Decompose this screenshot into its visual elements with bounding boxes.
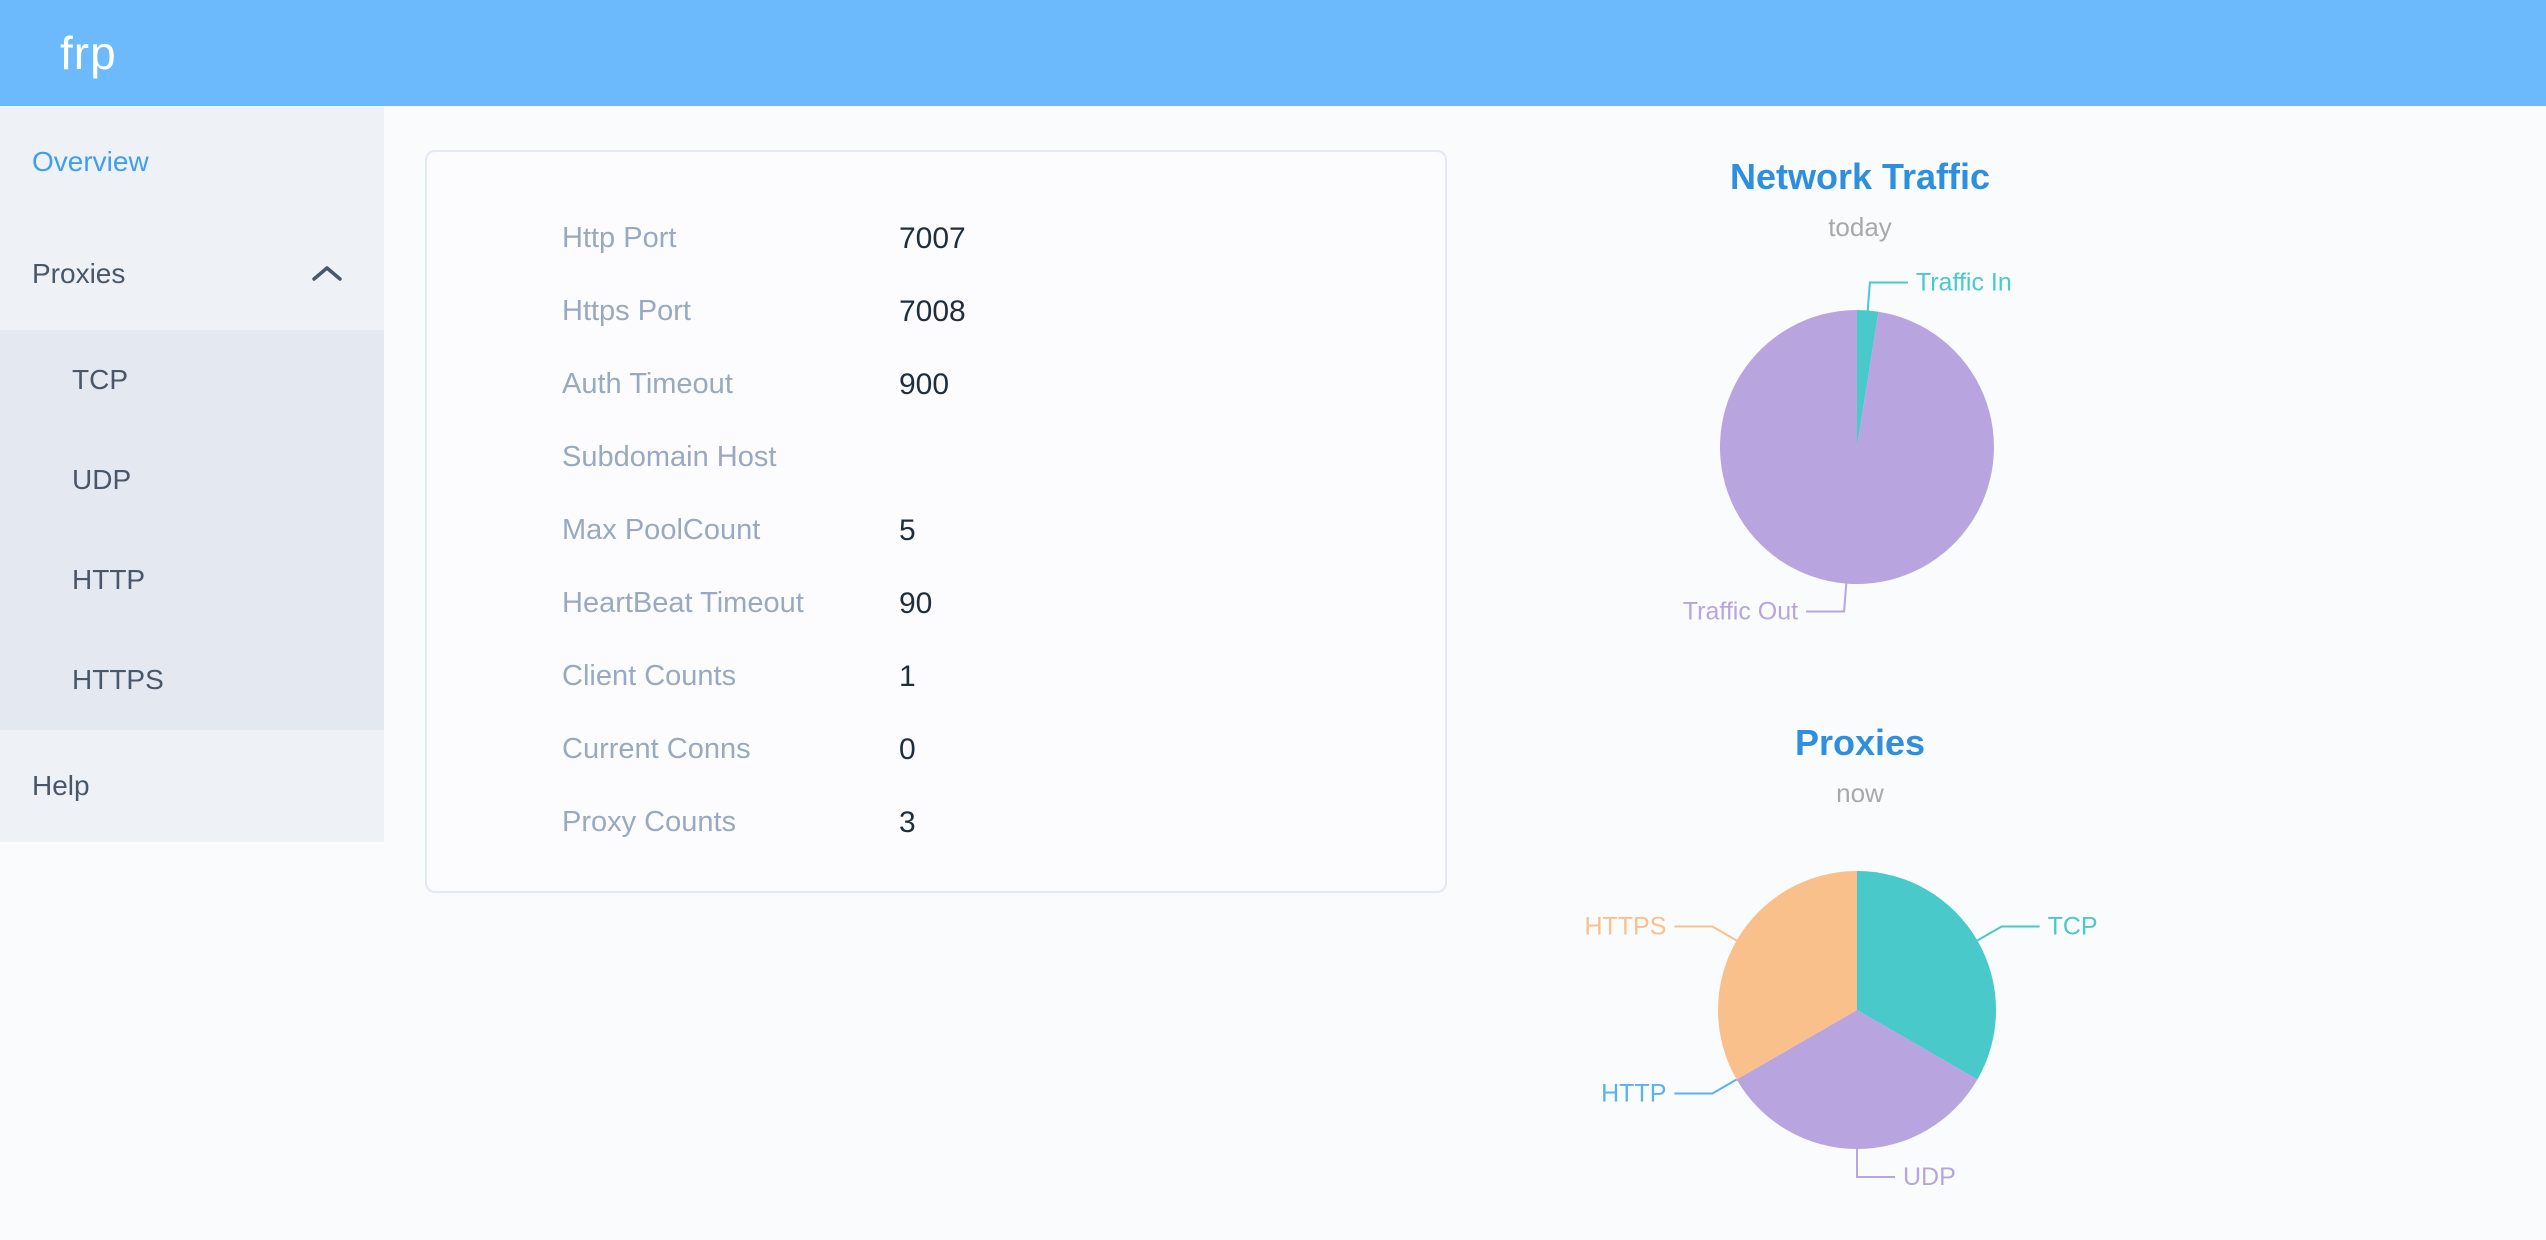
server-info-card: Http Port 7007 Https Port 7008 Auth Time…	[425, 150, 1447, 893]
info-row-auth-timeout: Auth Timeout 900	[562, 348, 1445, 421]
chevron-up-icon	[312, 266, 342, 281]
pie-label-line-http	[1674, 1078, 1738, 1095]
sidebar: Overview Proxies TCP UDP HTTP HTTPS Help	[0, 106, 384, 842]
network-traffic-title: Network Traffic	[1729, 156, 1991, 197]
info-value: 5	[899, 513, 916, 547]
sidebar-item-http[interactable]: HTTP	[72, 564, 146, 595]
info-label: Client Counts	[562, 660, 737, 692]
info-value: 1	[899, 659, 916, 693]
network-traffic-subtitle: today	[1828, 212, 1892, 242]
info-value: 90	[899, 586, 933, 620]
sidebar-item-proxies[interactable]: Proxies	[0, 218, 384, 330]
info-row-heartbeat-timeout: HeartBeat Timeout 90	[562, 567, 1445, 640]
info-row-https-port: Https Port 7008	[562, 275, 1445, 348]
info-value: 900	[899, 367, 950, 401]
sidebar-item-udp[interactable]: UDP	[72, 464, 132, 495]
pie-label-tcp: TCP	[2048, 913, 2098, 941]
info-label: Current Conns	[562, 733, 751, 765]
info-row-proxy-counts: Proxy Counts 3	[562, 786, 1445, 859]
pie-label-https: HTTPS	[1584, 913, 1666, 941]
pie-slice-traffic-out[interactable]	[1719, 310, 1994, 584]
info-row-subdomain-host: Subdomain Host	[562, 421, 1445, 494]
pie-label-traffic-out: Traffic Out	[1683, 598, 1798, 626]
info-value: 3	[899, 805, 916, 839]
sidebar-item-tcp[interactable]: TCP	[72, 364, 128, 395]
proxies-submenu: TCP UDP HTTP HTTPS	[0, 330, 384, 730]
pie-label-line-tcp	[1976, 925, 2040, 942]
info-label: Proxy Counts	[562, 806, 737, 838]
info-label: Http Port	[562, 222, 677, 254]
info-row-client-counts: Client Counts 1	[562, 640, 1445, 713]
info-value: 7008	[899, 294, 966, 328]
sidebar-item-proxies-label: Proxies	[32, 258, 126, 289]
sidebar-item-https[interactable]: HTTPS	[72, 664, 164, 695]
network-traffic-pie[interactable]: Traffic In Traffic Out	[1480, 240, 2240, 660]
proxies-title: Proxies	[1794, 722, 1926, 763]
pie-label-udp: UDP	[1903, 1163, 1956, 1191]
pie-label-line-https	[1674, 925, 1738, 942]
pie-label-line-traffic-out	[1806, 583, 1848, 613]
pie-label-http: HTTP	[1601, 1080, 1666, 1108]
pie-label-traffic-in: Traffic In	[1916, 269, 2012, 297]
pie-slice-https[interactable]	[1717, 871, 1857, 1080]
pie-label-line-udp	[1856, 1149, 1895, 1178]
pie-slice-udp[interactable]	[1736, 1010, 1978, 1150]
info-label: Https Port	[562, 295, 691, 327]
info-row-max-poolcount: Max PoolCount 5	[562, 494, 1445, 567]
charts-column: Network Traffic today Traffic In Traffic …	[1480, 0, 2240, 1234]
app-logo: frp	[60, 27, 117, 79]
info-label: Max PoolCount	[562, 514, 761, 546]
pie-label-line-traffic-in	[1866, 281, 1908, 311]
sidebar-item-help[interactable]: Help	[32, 770, 90, 801]
app-header: frp	[0, 0, 2546, 106]
info-value: 0	[899, 732, 916, 766]
info-label: Subdomain Host	[562, 441, 777, 473]
info-row-http-port: Http Port 7007	[562, 202, 1445, 275]
info-label: Auth Timeout	[562, 368, 733, 400]
info-row-current-conns: Current Conns 0	[562, 713, 1445, 786]
proxies-pie[interactable]: TCP UDP HTTP HTTPS	[1480, 820, 2240, 1240]
sidebar-item-overview[interactable]: Overview	[32, 146, 149, 177]
pie-slice-traffic-in[interactable]	[1857, 310, 1879, 447]
info-value: 7007	[899, 221, 966, 255]
info-label: HeartBeat Timeout	[562, 587, 804, 619]
proxies-subtitle: now	[1836, 778, 1884, 808]
pie-slice-tcp[interactable]	[1857, 871, 1997, 1080]
